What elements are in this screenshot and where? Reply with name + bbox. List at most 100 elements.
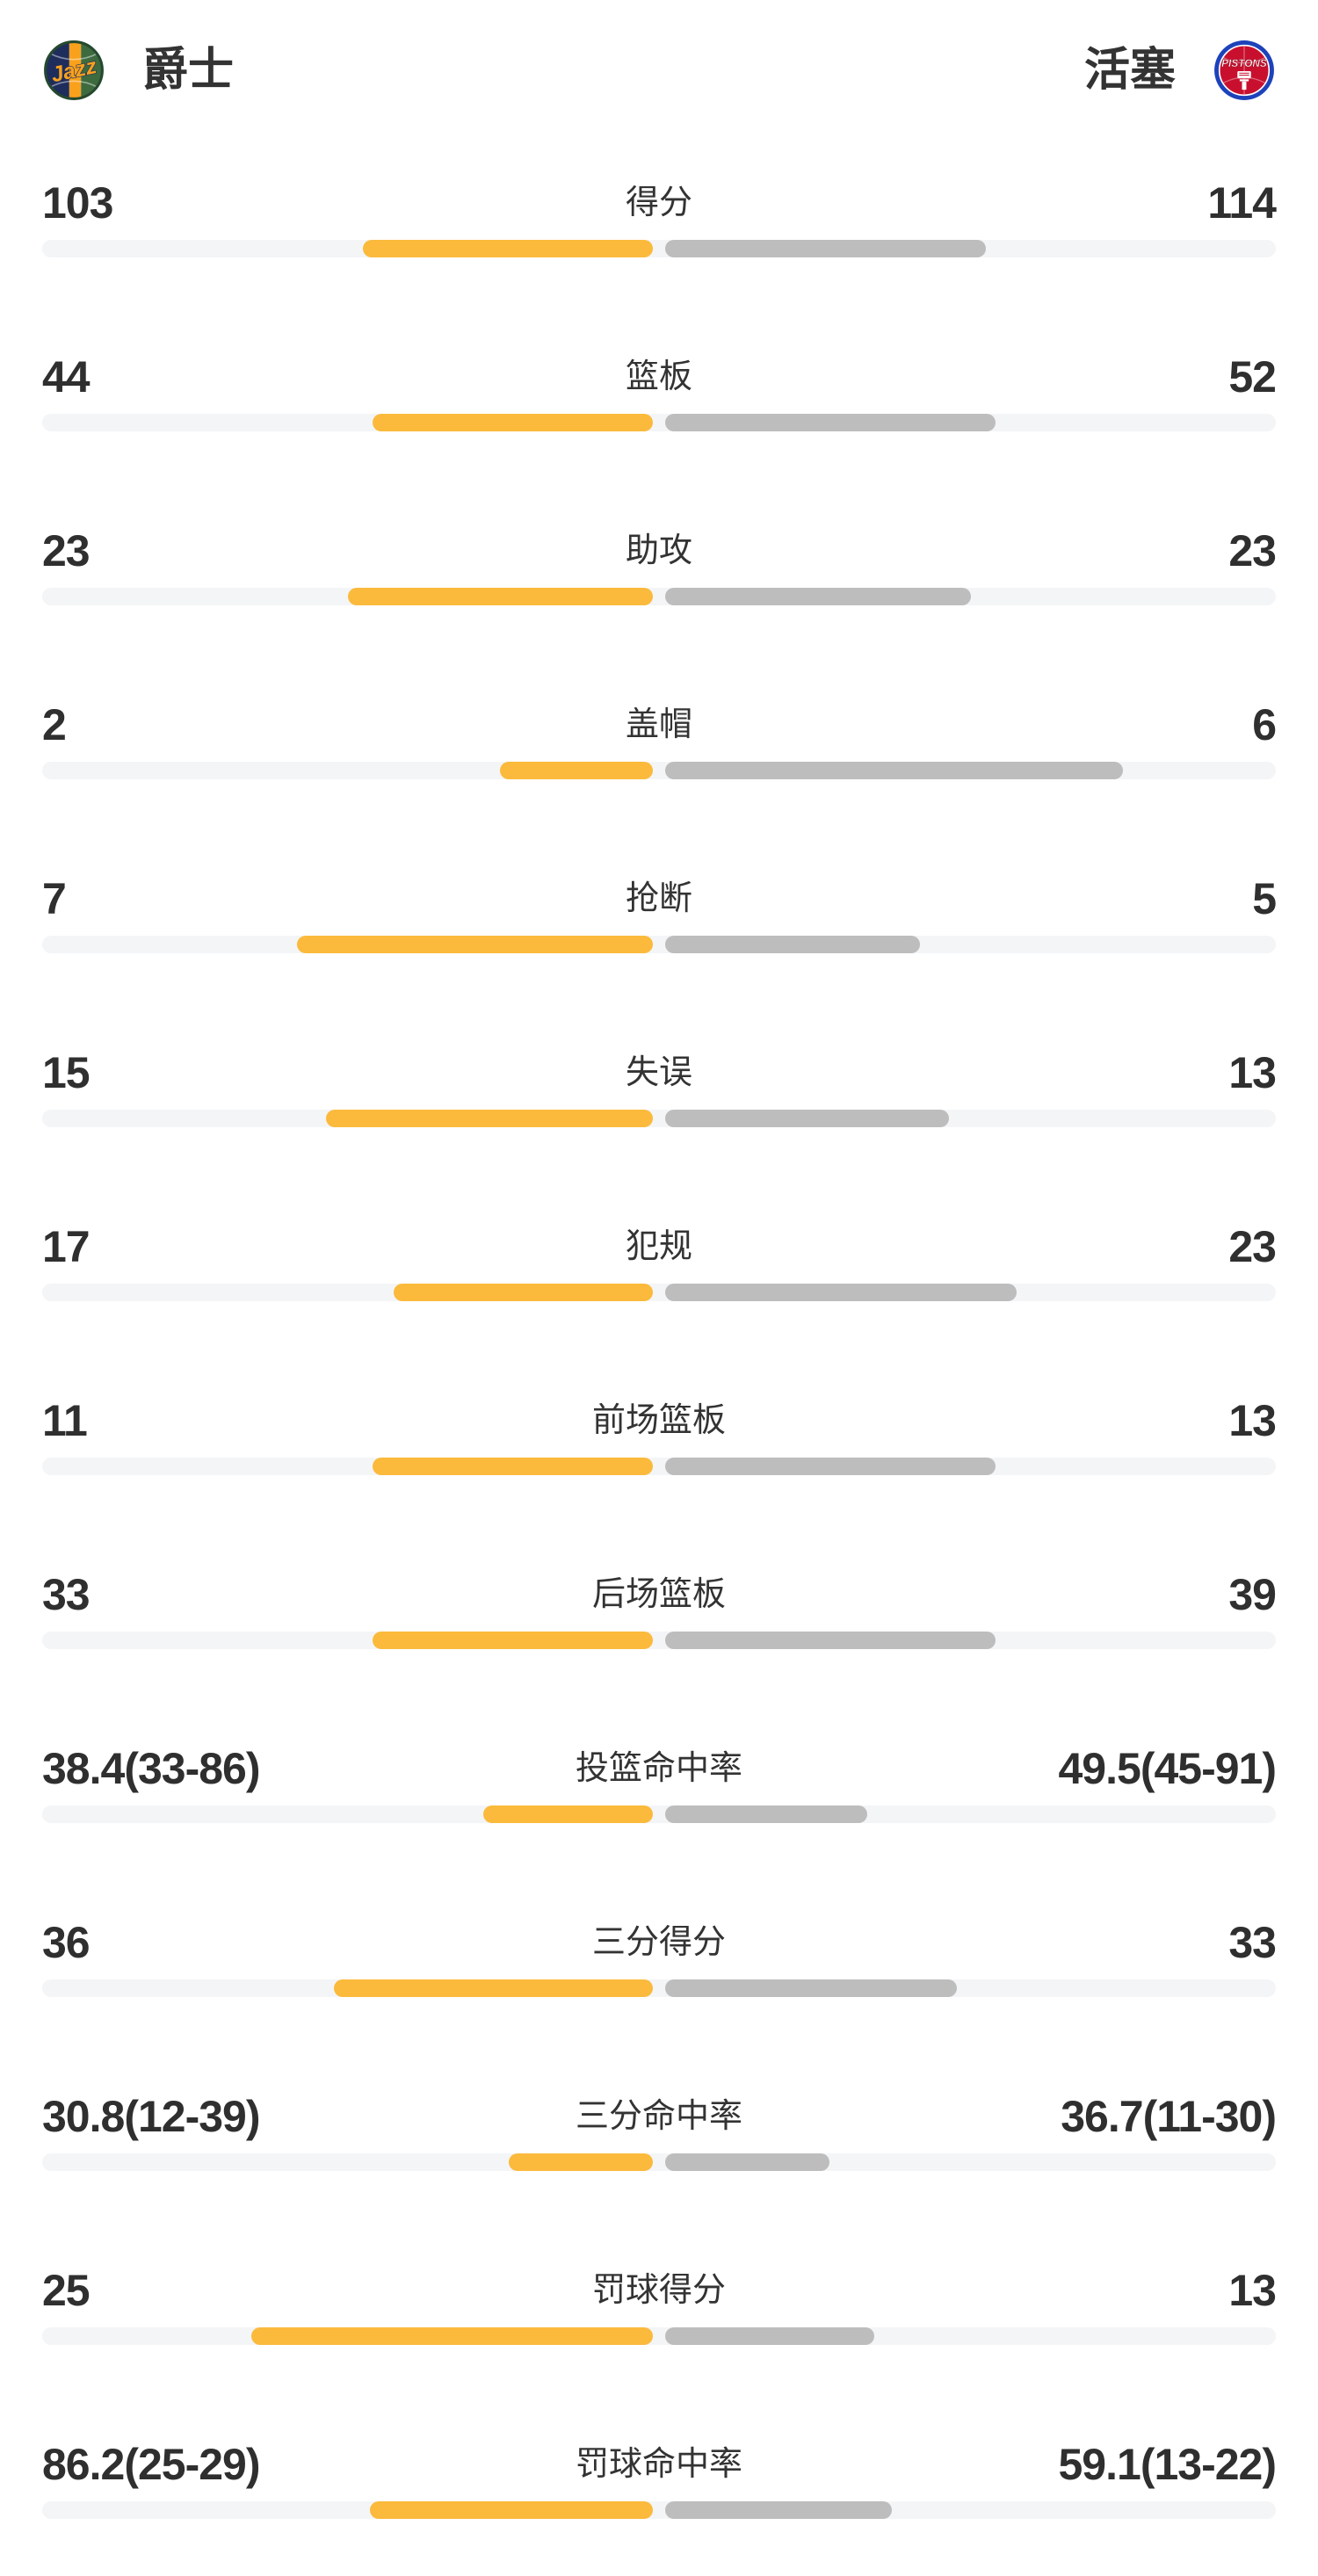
away-bar [665,2153,829,2171]
home-value: 36 [42,1918,91,1967]
stat-label: 投篮命中率 [575,1750,743,1787]
stat-row: 23 助攻 23 [42,522,1277,662]
svg-text:PISTONS: PISTONS [1221,57,1267,69]
away-value: 5 [1252,874,1277,923]
home-value: 38.4(33-86) [42,1744,260,1793]
stat-label: 抢断 [625,880,693,917]
home-bar [373,1632,653,1649]
stat-values: 23 助攻 23 [42,522,1277,580]
stat-row: 38.4(33-86) 投篮命中率 49.5(45-91) [42,1740,1277,1880]
away-bar [665,1284,1017,1301]
away-bar [665,1979,958,1997]
home-value: 17 [42,1222,91,1271]
away-bar [665,2501,893,2519]
stat-label: 后场篮板 [591,1576,727,1613]
stat-label: 三分得分 [591,1924,727,1961]
stat-row: 103 得分 114 [42,174,1277,315]
away-value: 13 [1228,1048,1277,1097]
stat-row: 36 三分得分 33 [42,1914,1277,2054]
home-value: 33 [42,1570,91,1619]
stat-label: 罚球命中率 [575,2446,743,2483]
stat-values: 33 后场篮板 39 [42,1566,1277,1624]
stat-bar-track [42,588,1276,605]
stat-values: 86.2(25-29) 罚球命中率 59.1(13-22) [42,2435,1277,2493]
stat-bar-track [42,936,1276,953]
team-away-name: 活塞 [1083,45,1176,96]
home-value: 44 [42,352,91,402]
stat-values: 36 三分得分 33 [42,1914,1277,1972]
stat-bar-track [42,1458,1276,1475]
team-home: Jazz 爵士 [42,39,234,102]
stat-values: 30.8(12-39) 三分命中率 36.7(11-30) [42,2088,1277,2145]
stat-bar-track [42,1110,1276,1127]
away-value: 114 [1207,178,1277,228]
team-home-name: 爵士 [142,45,235,96]
stat-bar-track [42,2501,1276,2519]
stat-label: 三分命中率 [575,2098,743,2135]
away-bar [665,2327,874,2345]
stat-label: 得分 [625,185,693,221]
home-bar [373,1458,653,1475]
stat-label: 罚球得分 [591,2272,727,2309]
away-bar [665,414,996,431]
stat-row: 17 犯规 23 [42,1218,1277,1358]
stat-label: 盖帽 [625,706,693,743]
stat-bar-track [42,2327,1276,2345]
stat-values: 11 前场篮板 13 [42,1392,1277,1450]
home-bar [483,1805,653,1823]
away-value: 36.7(11-30) [1061,2092,1277,2141]
home-bar [373,414,653,431]
stat-label: 篮板 [625,358,693,395]
home-value: 7 [42,874,67,923]
stat-bar-track [42,2153,1276,2171]
team-stats-page: Jazz 爵士 活塞 PISTONS [42,0,1277,2519]
away-bar [665,1805,868,1823]
stat-label: 失误 [625,1054,693,1091]
away-value: 33 [1228,1918,1277,1967]
away-bar [665,588,971,605]
away-value: 39 [1228,1570,1277,1619]
away-value: 6 [1252,700,1277,749]
pistons-logo: PISTONS [1214,40,1274,100]
away-bar [665,1110,949,1127]
stat-bar-track [42,762,1276,779]
away-value: 49.5(45-91) [1058,1744,1277,1793]
stat-label: 前场篮板 [591,1402,727,1439]
away-bar [665,240,987,257]
home-bar [363,240,653,257]
stat-label: 犯规 [625,1228,693,1265]
away-value: 23 [1228,1222,1277,1271]
match-header: Jazz 爵士 活塞 PISTONS [42,0,1276,141]
stat-label: 助攻 [625,532,693,569]
stat-bar-track [42,1632,1276,1649]
stat-row: 15 失误 13 [42,1044,1277,1184]
stat-values: 25 罚球得分 13 [42,2261,1277,2319]
away-bar [665,936,920,953]
home-value: 25 [42,2266,91,2315]
team-away: 活塞 PISTONS [1084,39,1276,102]
away-value: 52 [1228,352,1277,402]
stat-values: 38.4(33-86) 投篮命中率 49.5(45-91) [42,1740,1277,1798]
home-value: 103 [42,178,113,228]
stat-values: 15 失误 13 [42,1044,1277,1102]
stat-bar-track [42,1284,1276,1301]
home-value: 30.8(12-39) [42,2092,260,2141]
away-value: 59.1(13-22) [1058,2440,1277,2489]
home-value: 23 [42,526,91,575]
stat-bar-track [42,1979,1276,1997]
stat-bar-track [42,1805,1276,1823]
away-value: 13 [1228,2266,1277,2315]
home-bar [509,2153,653,2171]
stat-values: 103 得分 114 [42,174,1277,232]
home-value: 86.2(25-29) [42,2440,260,2489]
home-bar [325,1110,653,1127]
away-bar [665,1632,996,1649]
stat-values: 2 盖帽 6 [42,696,1277,754]
away-value: 13 [1228,1396,1277,1445]
jazz-logo: Jazz [44,40,104,100]
stat-bar-track [42,240,1276,257]
home-value: 2 [42,700,67,749]
home-value: 15 [42,1048,91,1097]
stat-row: 2 盖帽 6 [42,696,1277,836]
away-bar [665,762,1124,779]
